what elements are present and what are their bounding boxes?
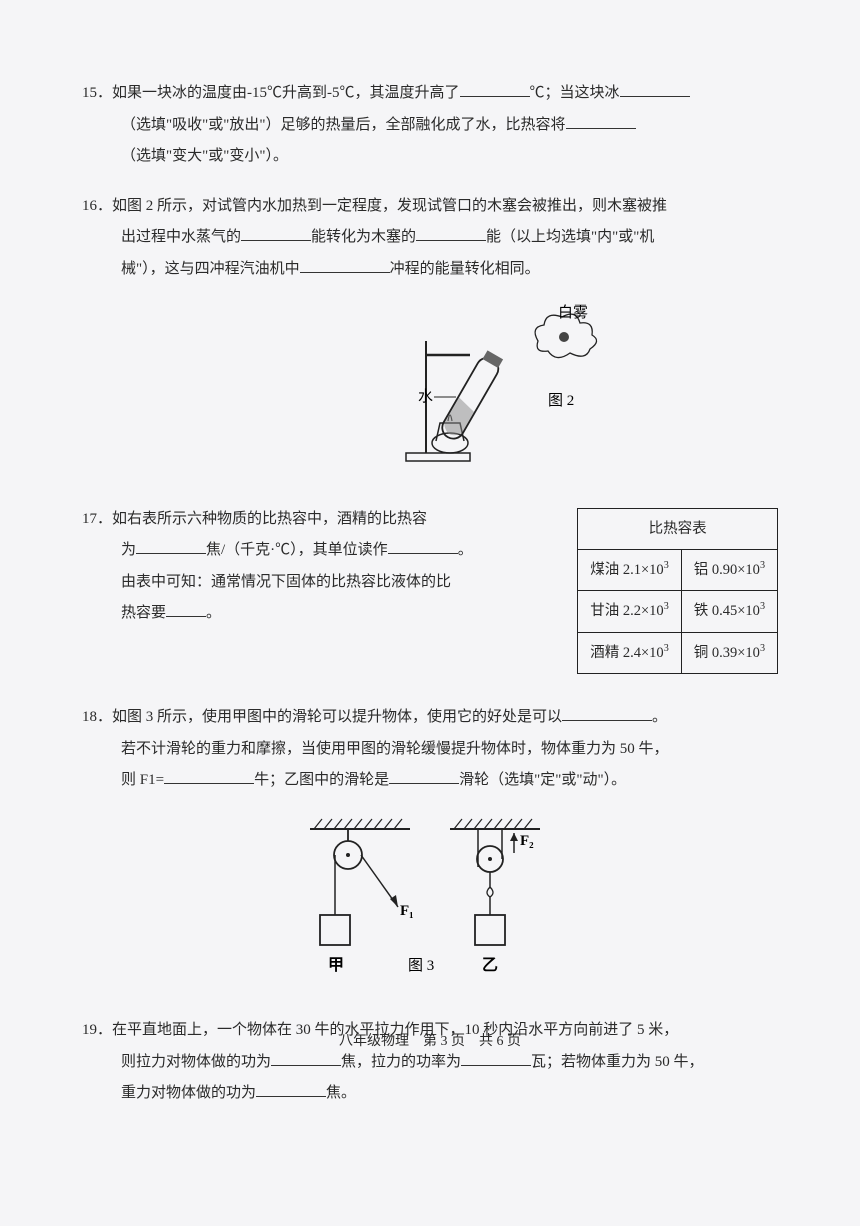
q15-blank-3[interactable] — [566, 111, 636, 129]
table-row: 甘油 2.2×103 铁 0.45×103 — [578, 591, 778, 632]
q17-blank-2[interactable] — [388, 536, 458, 554]
q19-t2b: 焦，拉力的功率为 — [341, 1054, 461, 1070]
q16-num: 16． — [82, 198, 112, 214]
q16-line3: 械"），这与四冲程汽油机中 冲程的能量转化相同。 — [82, 254, 778, 286]
q17-t2b: 焦/（千克·℃），其单位读作 — [206, 542, 388, 558]
q19-t2c: 瓦；若物体重力为 50 牛， — [531, 1054, 704, 1070]
fig3-caption: 图 3 — [408, 957, 434, 974]
fig2-caption: 图 2 — [548, 392, 574, 409]
q17-blank-1[interactable] — [136, 536, 206, 554]
q18-t3b: 牛；乙图中的滑轮是 — [254, 772, 389, 788]
q16-blank-2[interactable] — [416, 223, 486, 241]
q15-t1a: 如果一块冰的温度由-15℃升高到-5℃，其温度升高了 — [112, 85, 460, 101]
q16-t2c: 能（以上均选填"内"或"机 — [486, 229, 654, 245]
q18-line2: 若不计滑轮的重力和摩擦，当使用甲图的滑轮缓慢提升物体时，物体重力为 50 牛， — [82, 734, 778, 766]
question-15: 15．如果一块冰的温度由-15℃升高到-5℃，其温度升高了 ℃；当这块冰 （选填"… — [82, 78, 778, 173]
q15-line1: 15．如果一块冰的温度由-15℃升高到-5℃，其温度升高了 ℃；当这块冰 — [82, 78, 778, 110]
q17-blank-3[interactable] — [166, 599, 206, 617]
q16-blank-3[interactable] — [300, 255, 390, 273]
q16-t1: 如图 2 所示，对试管内水加热到一定程度，发现试管口的木塞会被推出，则木塞被推 — [112, 198, 667, 214]
q17-t2a: 为 — [121, 542, 136, 558]
q17-t3: 由表中可知：通常情况下固体的比热容比液体的比 — [121, 574, 451, 590]
table-cell: 铁 0.45×103 — [681, 591, 777, 632]
q15-blank-1[interactable] — [460, 79, 530, 97]
fig3-yi-label: 乙 — [482, 957, 498, 974]
fig2-steam-label: 白雾 — [558, 304, 588, 321]
table-cell: 煤油 2.1×103 — [578, 549, 682, 590]
table-row: 酒精 2.4×103 铜 0.39×103 — [578, 632, 778, 673]
table-cell: 铜 0.39×103 — [681, 632, 777, 673]
q17-t1: 如右表所示六种物质的比热容中，酒精的比热容 — [112, 511, 427, 527]
q19-line3: 重力对物体做的功为 焦。 — [82, 1078, 778, 1110]
q16-t2a: 出过程中水蒸气的 — [121, 229, 241, 245]
q16-t3a: 械"），这与四冲程汽油机中 — [121, 261, 300, 277]
table-cell: 铝 0.90×103 — [681, 549, 777, 590]
q19-t3b: 焦。 — [326, 1085, 356, 1101]
q15-blank-2[interactable] — [620, 79, 690, 97]
q16-blank-1[interactable] — [241, 223, 311, 241]
table-title: 比热容表 — [578, 508, 778, 549]
figure-2-svg: 水 白雾 图 2 — [370, 303, 630, 473]
q15-t3: （选填"变大"或"变小"）。 — [121, 148, 288, 164]
table-cell: 酒精 2.4×103 — [578, 632, 682, 673]
figure-3-svg: F₁ 甲 F₂ 乙 图 3 — [290, 815, 570, 985]
fig2-water-label: 水 — [418, 388, 433, 405]
q15-t1b: ℃；当这块冰 — [530, 85, 620, 101]
fig3-f1-label: F₁ — [400, 903, 414, 919]
question-18: 18．如图 3 所示，使用甲图中的滑轮可以提升物体，使用它的好处是可以 。 若不计… — [82, 702, 778, 797]
table-cell: 甘油 2.2×103 — [578, 591, 682, 632]
q16-line2: 出过程中水蒸气的 能转化为木塞的 能（以上均选填"内"或"机 — [82, 222, 778, 254]
fig3-jia-label: 甲 — [328, 956, 344, 974]
q16-t3b: 冲程的能量转化相同。 — [390, 261, 540, 277]
q17-line1: 17．如右表所示六种物质的比热容中，酒精的比热容 — [82, 504, 557, 536]
q18-t2: 若不计滑轮的重力和摩擦，当使用甲图的滑轮缓慢提升物体时，物体重力为 50 牛， — [121, 741, 669, 757]
q18-t3a: 则 F1= — [121, 772, 164, 788]
fig3-f2-label: F₂ — [520, 833, 534, 849]
page-footer: 八年级物理 第 3 页 共 6 页 — [0, 1027, 860, 1056]
q19-t3a: 重力对物体做的功为 — [121, 1085, 256, 1101]
question-16: 16．如图 2 所示，对试管内水加热到一定程度，发现试管口的木塞会被推出，则木塞… — [82, 191, 778, 286]
q18-num: 18． — [82, 709, 112, 725]
specific-heat-table: 比热容表 煤油 2.1×103 铝 0.90×103 甘油 2.2×103 铁 … — [577, 508, 778, 675]
figure-3: F₁ 甲 F₂ 乙 图 3 — [82, 815, 778, 998]
q16-line1: 16．如图 2 所示，对试管内水加热到一定程度，发现试管口的木塞会被推出，则木塞… — [82, 191, 778, 223]
q18-blank-1[interactable] — [562, 703, 652, 721]
q17-line3: 由表中可知：通常情况下固体的比热容比液体的比 — [82, 567, 557, 599]
q16-t2b: 能转化为木塞的 — [311, 229, 416, 245]
figure-2: 水 白雾 图 2 — [82, 303, 778, 486]
q17-num: 17． — [82, 511, 112, 527]
question-17: 17．如右表所示六种物质的比热容中，酒精的比热容 为 焦/（千克·℃），其单位读作… — [82, 504, 778, 675]
q17-t4b: 。 — [206, 605, 221, 621]
q19-blank-3[interactable] — [256, 1079, 326, 1097]
q17-t4a: 热容要 — [121, 605, 166, 621]
q15-line2: （选填"吸收"或"放出"）足够的热量后，全部融化成了水，比热容将 — [82, 110, 778, 142]
q17-line4: 热容要 。 — [82, 598, 557, 630]
q17-line2: 为 焦/（千克·℃），其单位读作 。 — [82, 535, 557, 567]
q15-t2a: （选填"吸收"或"放出"）足够的热量后，全部融化成了水，比热容将 — [121, 117, 566, 133]
table-row: 煤油 2.1×103 铝 0.90×103 — [578, 549, 778, 590]
q18-t1b: 。 — [652, 709, 667, 725]
q15-line3: （选填"变大"或"变小"）。 — [82, 141, 778, 173]
q18-blank-3[interactable] — [389, 766, 459, 784]
q18-blank-2[interactable] — [164, 766, 254, 784]
q15-num: 15． — [82, 85, 112, 101]
q18-line3: 则 F1= 牛；乙图中的滑轮是 滑轮（选填"定"或"动"）。 — [82, 765, 778, 797]
q19-t2a: 则拉力对物体做的功为 — [121, 1054, 271, 1070]
q17-t2c: 。 — [458, 542, 473, 558]
q18-t3c: 滑轮（选填"定"或"动"）。 — [459, 772, 626, 788]
q18-t1a: 如图 3 所示，使用甲图中的滑轮可以提升物体，使用它的好处是可以 — [112, 709, 562, 725]
q17-text: 17．如右表所示六种物质的比热容中，酒精的比热容 为 焦/（千克·℃），其单位读作… — [82, 504, 557, 630]
q18-line1: 18．如图 3 所示，使用甲图中的滑轮可以提升物体，使用它的好处是可以 。 — [82, 702, 778, 734]
